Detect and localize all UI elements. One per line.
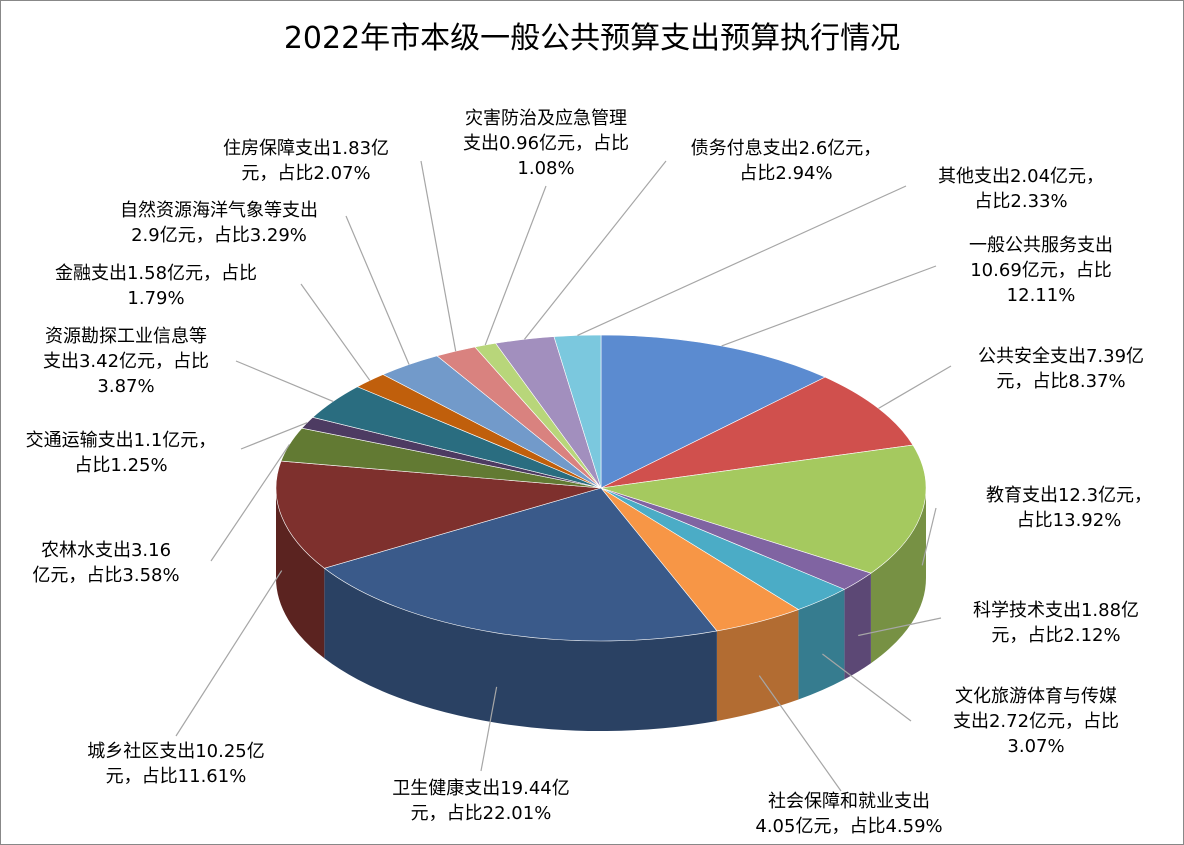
data-label: 金融支出1.58亿元，占比 1.79% — [54, 263, 258, 309]
data-label: 农林水支出3.16 亿元，占比3.58% — [32, 540, 180, 586]
slice — [600, 444, 927, 574]
slice — [600, 376, 914, 489]
leader-line — [721, 265, 937, 347]
leader-line — [484, 185, 547, 346]
data-label: 交通运输支出1.1亿元， 占比1.25% — [25, 430, 217, 476]
slice — [323, 487, 718, 642]
data-label: 教育支出12.3亿元， 占比13.92% — [985, 485, 1153, 531]
data-label: 资源勘探工业信息等 支出3.42亿元，占比 3.87% — [42, 326, 210, 397]
leader-line — [210, 444, 291, 562]
leader-line — [758, 675, 842, 792]
leader-line — [235, 360, 334, 402]
data-label: 其他支出2.04亿元， 占比2.33% — [937, 166, 1105, 212]
leader-line — [878, 365, 952, 409]
data-label: 文化旅游体育与传媒 支出2.72亿元，占比 3.07% — [952, 686, 1120, 757]
data-label: 自然资源海洋气象等支出 2.9亿元，占比3.29% — [120, 200, 318, 246]
leader-line — [420, 160, 457, 352]
data-label: 公共安全支出7.39亿 元，占比8.37% — [977, 346, 1145, 392]
chart-title: 2022年市本级一般公共预算支出预算执行情况 — [283, 21, 901, 56]
leader-line — [480, 686, 498, 772]
data-label: 一般公共服务支出 10.69亿元，占比 12.11% — [969, 235, 1113, 306]
data-label: 城乡社区支出10.25亿 元，占比11.61% — [87, 741, 265, 787]
leader-line — [822, 653, 912, 722]
data-label: 债务付息支出2.6亿元， 占比2.94% — [690, 138, 882, 184]
slice-side — [716, 609, 799, 721]
data-label: 灾害防治及应急管理 支出0.96亿元，占比 1.08% — [462, 108, 630, 179]
slice-side — [276, 488, 325, 659]
leader-line — [300, 283, 371, 381]
leader-line — [345, 215, 410, 365]
data-label: 卫生健康支出19.44亿 元，占比22.01% — [392, 778, 570, 824]
leader-line — [175, 570, 283, 737]
data-label: 科学技术支出1.88亿 元，占比2.12% — [972, 600, 1140, 646]
slice-side — [844, 573, 871, 680]
leader-line — [577, 185, 907, 336]
data-label: 住房保障支出1.83亿 元，占比2.07% — [222, 138, 390, 184]
data-label: 社会保障和就业支出 4.05亿元，占比4.59% — [755, 791, 943, 837]
leader-line — [921, 507, 937, 566]
slice — [275, 460, 602, 569]
slice-side — [324, 568, 717, 731]
leader-line — [858, 617, 942, 637]
slice-side — [798, 589, 845, 700]
slice-side — [870, 488, 926, 664]
leader-line — [240, 422, 308, 450]
slice — [600, 334, 826, 489]
leader-line — [524, 160, 667, 340]
